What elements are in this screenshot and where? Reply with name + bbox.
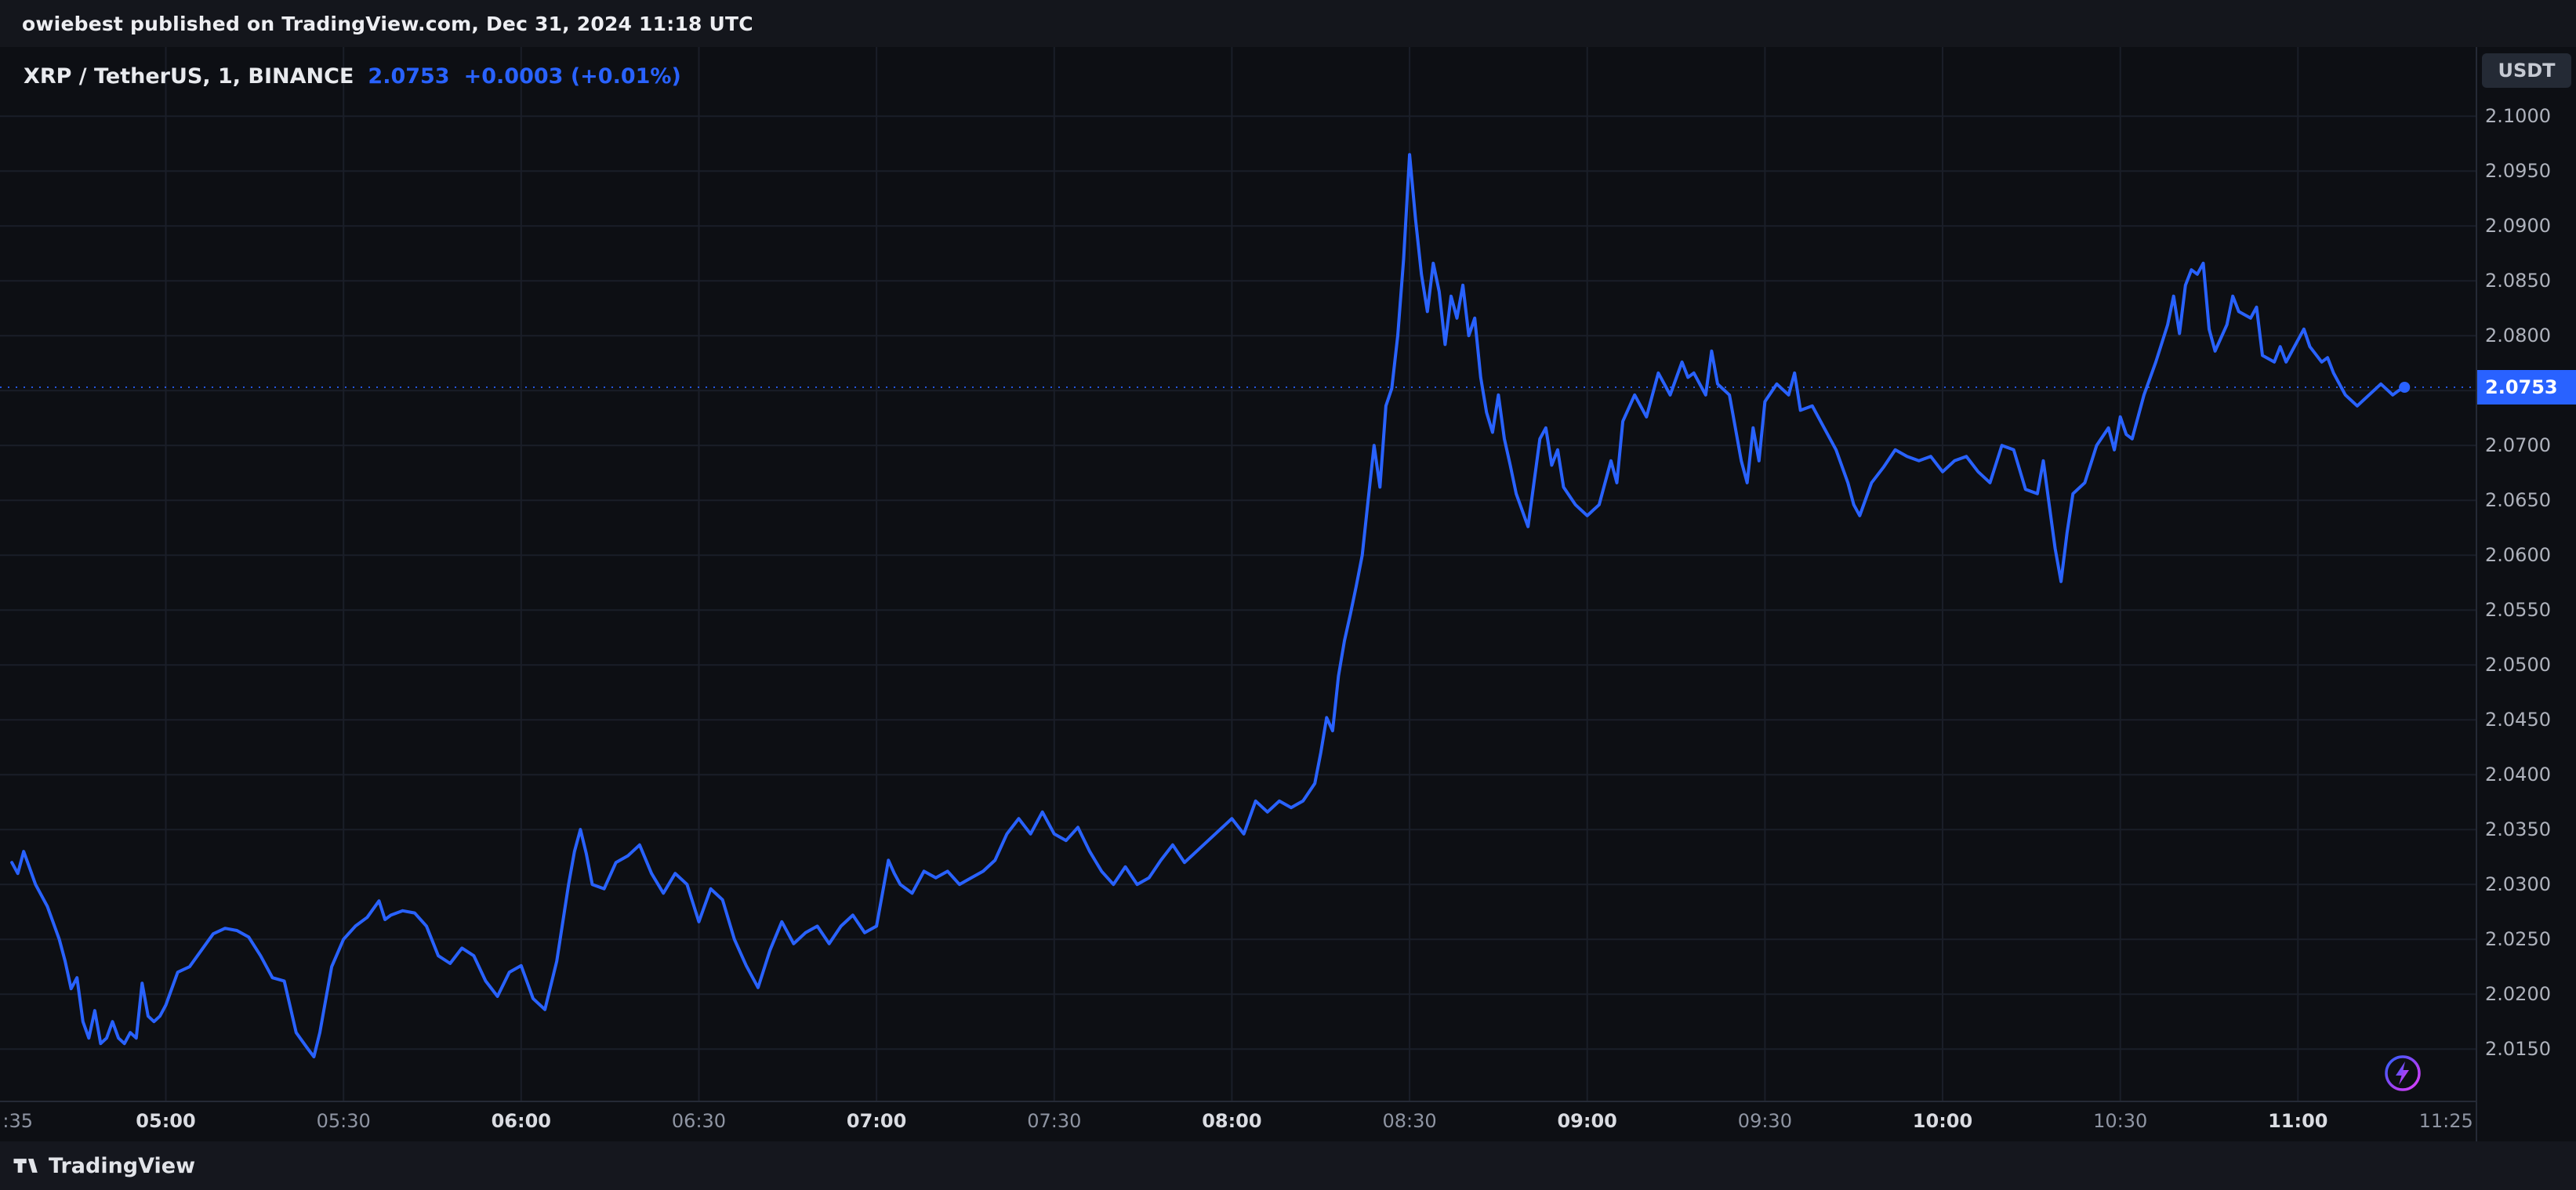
chart-container: XRP / TetherUS, 1, BINANCE 2.0753 +0.000…	[0, 47, 2576, 1141]
price-axis-label: 2.0300	[2485, 873, 2551, 896]
price-axis-label: 2.0900	[2485, 215, 2551, 238]
symbol-title[interactable]: XRP / TetherUS, 1, BINANCE	[24, 64, 354, 89]
price-axis-label: 2.0950	[2485, 160, 2551, 183]
price-axis-label: 2.1000	[2485, 105, 2551, 128]
time-axis-label: 10:30	[2093, 1110, 2148, 1132]
time-axis-label: 11:00	[2268, 1110, 2328, 1132]
price-axis-label: 2.0200	[2485, 983, 2551, 1006]
current-price-label: 2.0753	[2477, 370, 2576, 405]
time-axis[interactable]: :35 05:00 05:30 06:00 06:30 07:00 07:30 08:00 08…	[0, 1101, 2476, 1141]
price-axis-label: 2.0350	[2485, 818, 2551, 841]
time-axis-label: 06:30	[671, 1110, 727, 1132]
price-axis-label: 2.0850	[2485, 270, 2551, 292]
time-axis-label: 07:00	[846, 1110, 907, 1132]
time-axis-label: 10:00	[1912, 1110, 1973, 1132]
time-axis-label: 06:00	[491, 1110, 551, 1132]
publish-bar: owiebest published on TradingView.com, D…	[0, 0, 2576, 47]
time-axis-label: 08:00	[1202, 1110, 1262, 1132]
price-axis-label: 2.0450	[2485, 709, 2551, 731]
last-price: 2.0753	[368, 64, 450, 89]
publish-text: owiebest published on TradingView.com, D…	[22, 12, 753, 35]
price-axis-label: 2.0150	[2485, 1038, 2551, 1061]
price-axis-label: 2.0400	[2485, 764, 2551, 786]
price-axis-label: 2.0650	[2485, 489, 2551, 512]
price-axis-label: 2.0800	[2485, 325, 2551, 347]
price-axis-label: 2.0500	[2485, 654, 2551, 677]
time-axis-label: 11:25	[2418, 1110, 2473, 1132]
time-axis-label: 05:00	[136, 1110, 196, 1132]
footer-brand[interactable]: TradingView	[49, 1153, 196, 1178]
price-change: +0.0003 (+0.01%)	[463, 64, 681, 89]
price-axis-label: 2.0550	[2485, 599, 2551, 622]
price-chart[interactable]	[0, 47, 2476, 1101]
currency-label[interactable]: USDT	[2482, 53, 2571, 88]
site-footer: TradingView	[0, 1141, 2576, 1190]
price-axis-label: 2.0700	[2485, 434, 2551, 457]
time-axis-label: 09:30	[1737, 1110, 1792, 1132]
time-axis-label: 05:30	[316, 1110, 371, 1132]
price-axis[interactable]: USDT 2.0753 2.1000 2.0950 2.0900 2.0850 2.08…	[2476, 47, 2576, 1141]
symbol-legend: XRP / TetherUS, 1, BINANCE 2.0753 +0.000…	[24, 64, 681, 89]
price-axis-label: 2.0250	[2485, 928, 2551, 951]
tradingview-flash-icon[interactable]	[2383, 1054, 2422, 1093]
time-axis-label: :35	[2, 1110, 33, 1132]
price-axis-label: 2.0600	[2485, 544, 2551, 567]
time-axis-label: 07:30	[1027, 1110, 1082, 1132]
tradingview-logo-icon[interactable]	[13, 1156, 39, 1176]
time-axis-label: 08:30	[1382, 1110, 1437, 1132]
time-axis-label: 09:00	[1557, 1110, 1617, 1132]
